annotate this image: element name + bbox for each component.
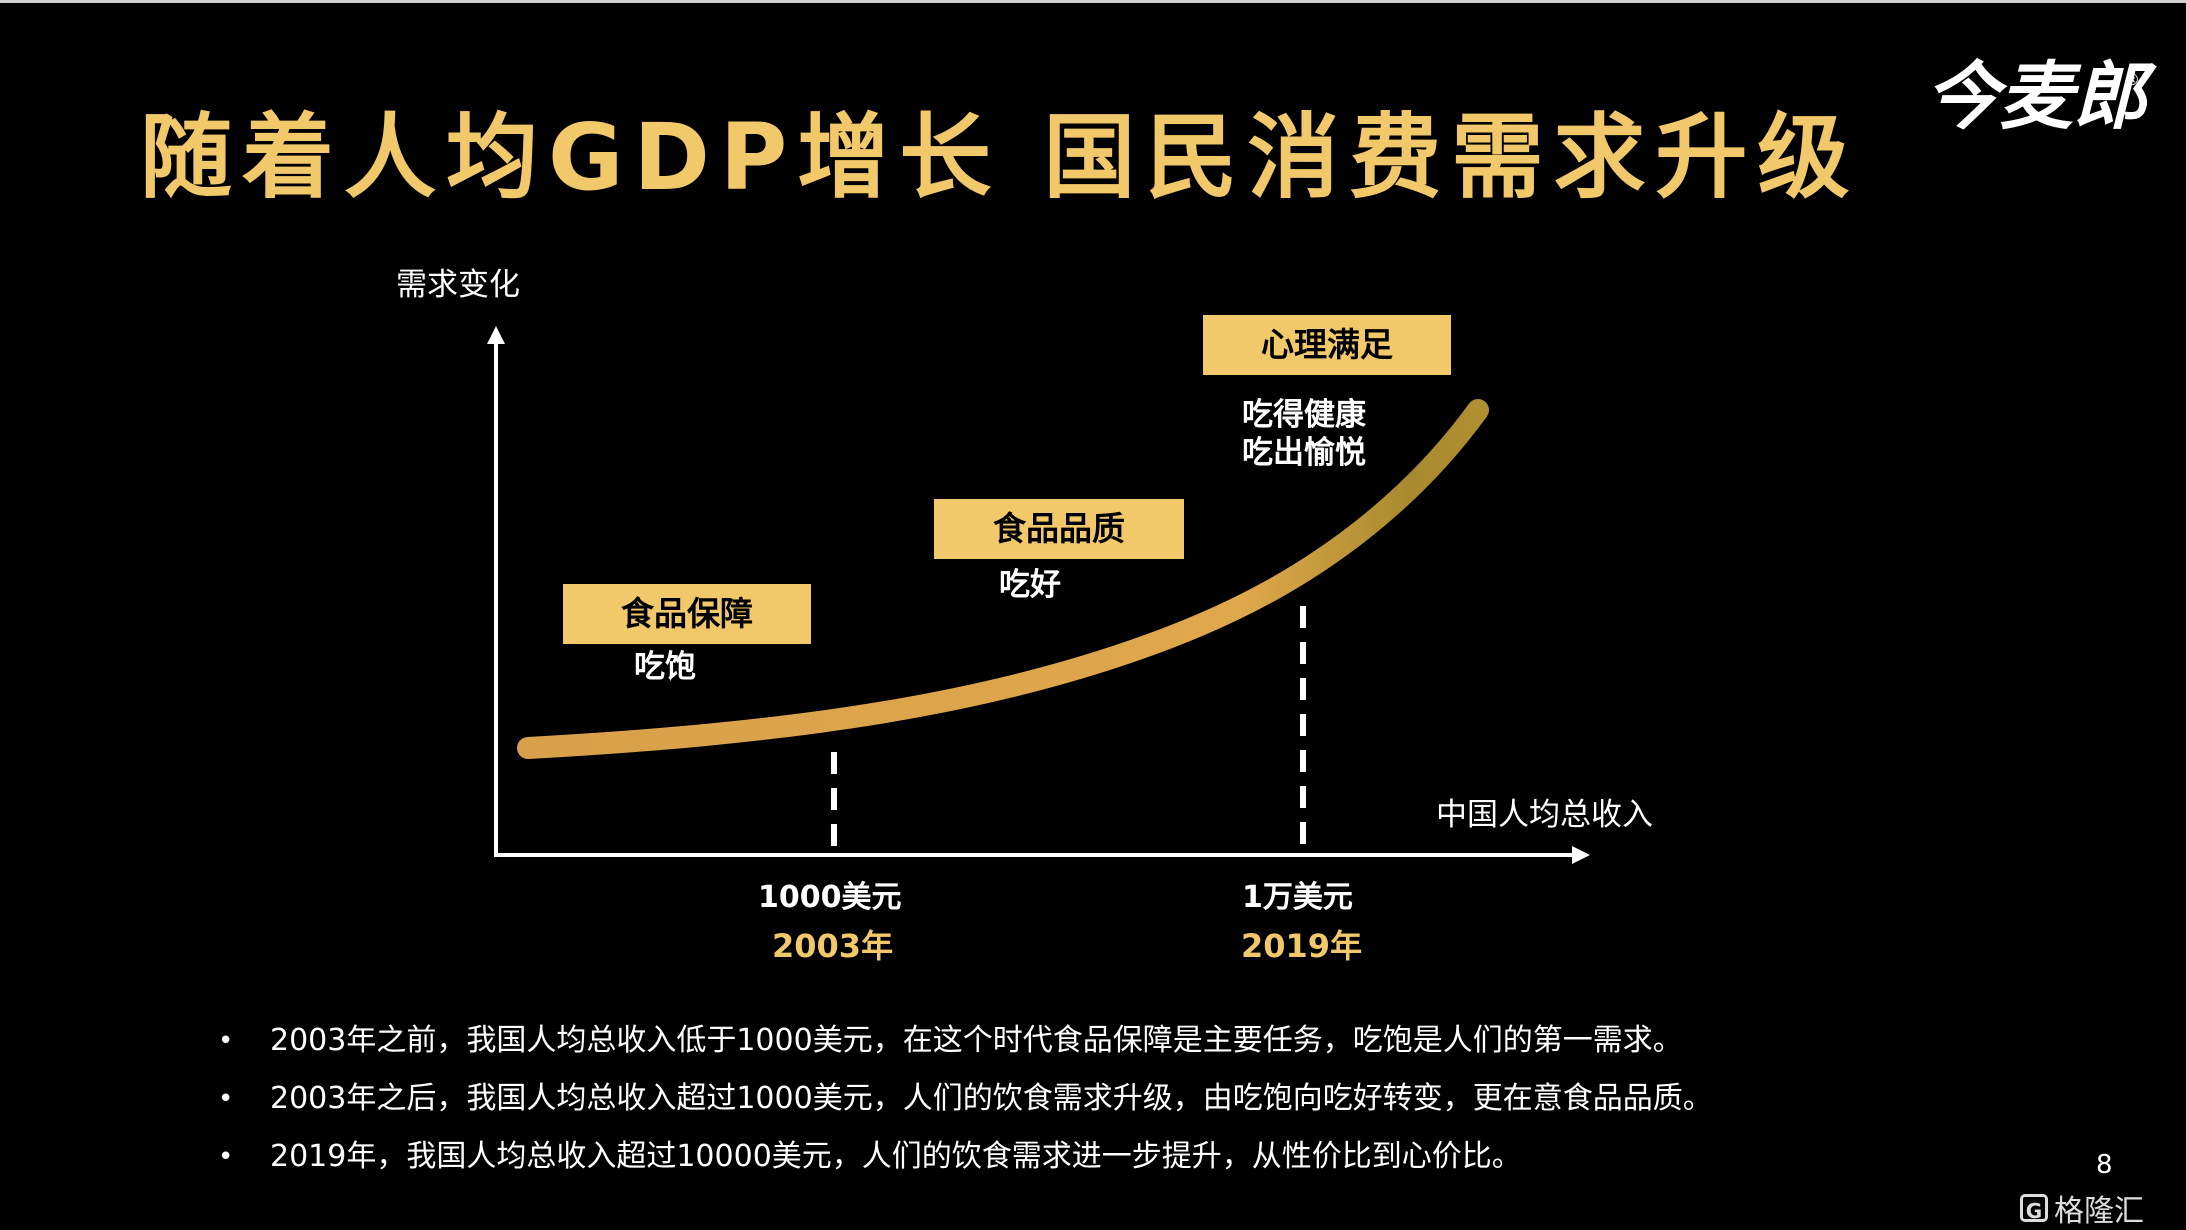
bullet-icon: • bbox=[218, 1142, 234, 1172]
x-axis-label: 中国人均总收入 bbox=[1436, 797, 1653, 833]
brand-logo: 今麦郎 bbox=[1925, 54, 2147, 140]
y-axis-label: 需求变化 bbox=[396, 267, 520, 303]
marker-year-2003: 2003年 bbox=[772, 927, 894, 965]
stage-label-food-quality: 食品品质 bbox=[934, 499, 1184, 559]
registered-mark: ® bbox=[2124, 70, 2140, 89]
bullet-list: • 2003年之前，我国人均总收入低于1000美元，在这个时代食品保障是主要任务，… bbox=[210, 1012, 1713, 1186]
y-axis-arrow-icon bbox=[487, 326, 505, 344]
watermark-logo-icon: G bbox=[2020, 1194, 2048, 1223]
stage-desc-line: 吃好 bbox=[999, 567, 1061, 603]
bullet-text: 2019年，我国人均总收入超过10000美元，人们的饮食需求进一步提升，从性价比… bbox=[270, 1139, 1522, 1174]
stage-desc-line: 吃得健康 bbox=[1242, 397, 1366, 433]
slide-title: 随着人均GDP增长 国民消费需求升级 bbox=[140, 104, 1860, 211]
stage-desc-line: 吃饱 bbox=[634, 649, 696, 685]
bullet-item: • 2019年，我国人均总收入超过10000美元，人们的饮食需求进一步提升，从性价… bbox=[210, 1128, 1713, 1186]
top-border-line bbox=[0, 0, 2186, 3]
bullet-icon: • bbox=[218, 1084, 234, 1114]
marker-year-2019: 2019年 bbox=[1241, 927, 1363, 965]
stage-desc-food-security: 吃饱 bbox=[634, 648, 696, 686]
stage-desc-psychological: 吃得健康 吃出愉悦 bbox=[1242, 396, 1366, 472]
marker-income-1000: 1000美元 bbox=[758, 880, 902, 915]
bullet-icon: • bbox=[218, 1026, 234, 1056]
bullet-item: • 2003年之后，我国人均总收入超过1000美元，人们的饮食需求升级，由吃饱向吃… bbox=[210, 1070, 1713, 1128]
watermark: G 格隆汇 bbox=[2020, 1186, 2144, 1230]
watermark-text: 格隆汇 bbox=[2054, 1194, 2144, 1229]
stage-desc-food-quality: 吃好 bbox=[999, 566, 1061, 604]
stage-desc-line: 吃出愉悦 bbox=[1242, 435, 1366, 471]
x-axis-arrow-icon bbox=[1572, 846, 1590, 864]
stage-label-psychological: 心理满足 bbox=[1203, 315, 1451, 375]
page-number: 8 bbox=[2096, 1150, 2113, 1180]
bullet-text: 2003年之后，我国人均总收入超过1000美元，人们的饮食需求升级，由吃饱向吃好… bbox=[270, 1081, 1713, 1116]
bullet-item: • 2003年之前，我国人均总收入低于1000美元，在这个时代食品保障是主要任务，… bbox=[210, 1012, 1713, 1070]
bullet-text: 2003年之前，我国人均总收入低于1000美元，在这个时代食品保障是主要任务，吃… bbox=[270, 1023, 1683, 1058]
stage-label-food-security: 食品保障 bbox=[563, 584, 811, 644]
growth-curve bbox=[517, 399, 1489, 759]
marker-income-10000: 1万美元 bbox=[1242, 880, 1353, 915]
